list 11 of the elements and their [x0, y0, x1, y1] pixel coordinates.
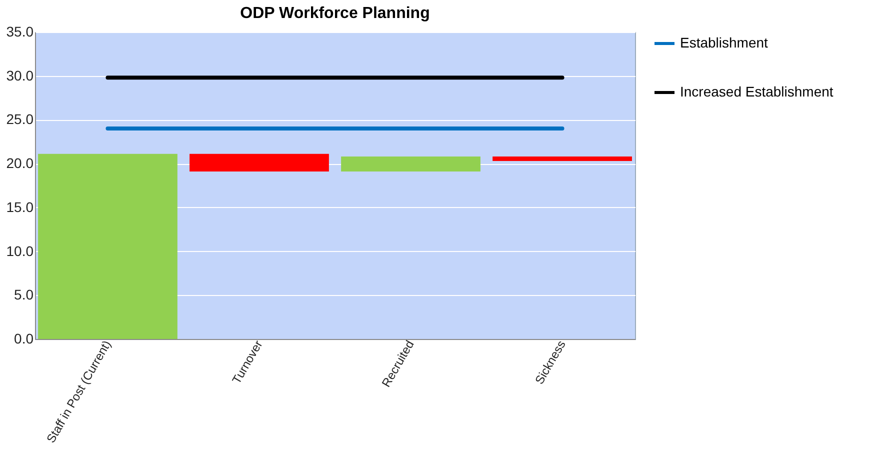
y-tick-label: 10.0 [6, 242, 34, 259]
y-tick-label: 35.0 [6, 24, 34, 40]
legend-label: Establishment [680, 34, 768, 50]
y-tick-label: 30.0 [6, 67, 34, 84]
y-tick-label: 15.0 [6, 198, 34, 215]
y-tick-label: 20.0 [6, 155, 34, 172]
legend-label: Increased Establishment [680, 84, 834, 100]
y-tick-label: 25.0 [6, 111, 34, 128]
y-tick-label: 0.0 [14, 330, 34, 346]
chart-title: ODP Workforce Planning [240, 5, 430, 22]
y-tick-label: 5.0 [14, 286, 34, 303]
